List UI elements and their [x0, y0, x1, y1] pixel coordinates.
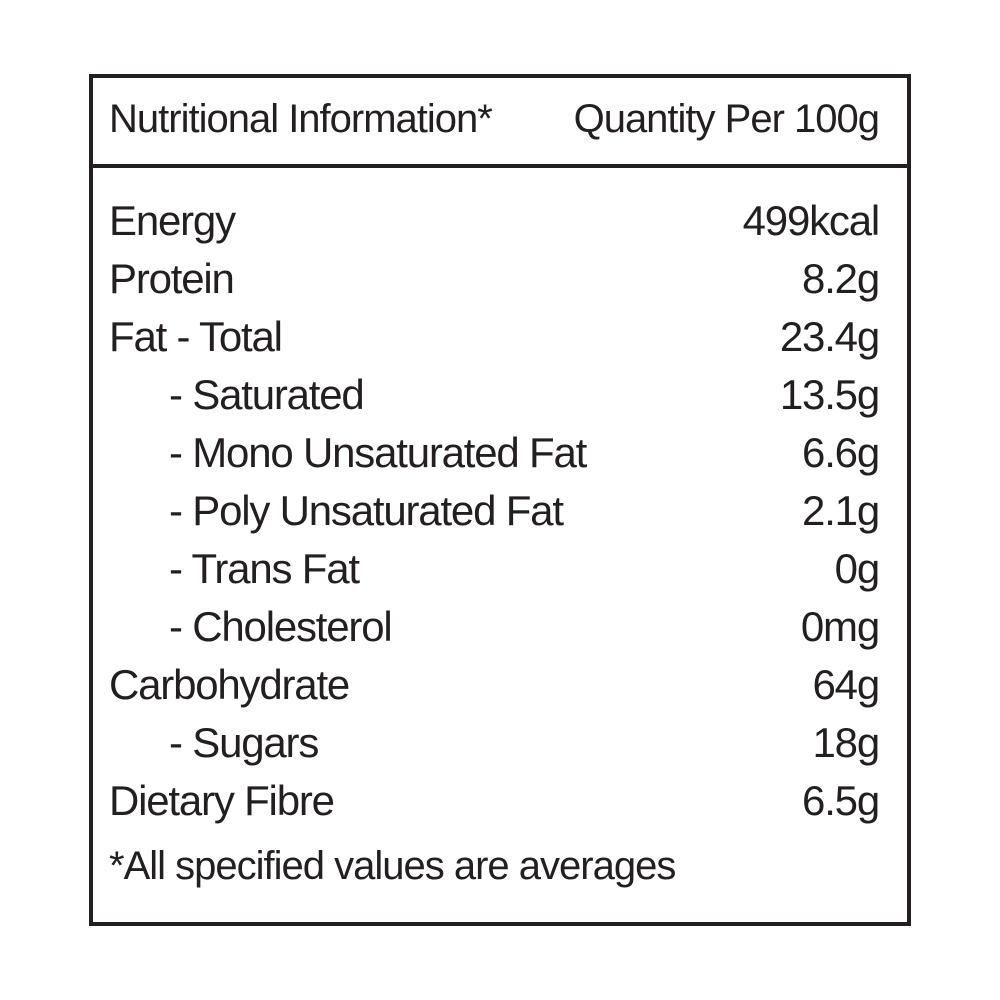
nutrient-row-cholesterol: - Cholesterol 0mg	[93, 600, 907, 658]
nutrient-value: 13.5g	[779, 371, 880, 418]
nutrient-value: 499kcal	[742, 197, 881, 244]
nutrition-panel: Nutritional Information* Quantity Per 10…	[89, 74, 911, 926]
nutrient-value: 6.6g	[802, 429, 880, 476]
nutrient-row-carbohydrate: Carbohydrate 64g	[93, 658, 907, 716]
nutrient-row-sugars: - Sugars 18g	[93, 716, 907, 774]
nutrient-value: 0g	[834, 545, 881, 592]
nutrient-rows: Energy 499kcal Protein 8.2g Fat - Total …	[93, 194, 907, 832]
nutrient-label: Carbohydrate	[109, 661, 350, 708]
nutrient-label: Dietary Fibre	[109, 777, 335, 824]
nutrient-row-saturated: - Saturated 13.5g	[93, 368, 907, 426]
nutrient-label: - Sugars	[169, 719, 319, 766]
nutrient-label: - Poly Unsaturated Fat	[169, 487, 564, 534]
nutrient-value: 2.1g	[802, 487, 880, 534]
nutrient-label: Fat - Total	[109, 313, 283, 360]
nutrient-value: 8.2g	[802, 255, 880, 302]
nutrient-row-dietary-fibre: Dietary Fibre 6.5g	[93, 774, 907, 832]
nutrient-label: - Saturated	[169, 371, 365, 418]
nutrient-value: 6.5g	[802, 777, 880, 824]
nutrient-row-mono-unsaturated: - Mono Unsaturated Fat 6.6g	[93, 426, 907, 484]
nutrient-value: 23.4g	[779, 313, 880, 360]
nutrient-row-trans-fat: - Trans Fat 0g	[93, 542, 907, 600]
nutrient-label: - Trans Fat	[169, 545, 360, 592]
nutrient-row-poly-unsaturated: - Poly Unsaturated Fat 2.1g	[93, 484, 907, 542]
nutrient-label: Energy	[109, 197, 236, 244]
nutrient-label: - Mono Unsaturated Fat	[169, 429, 587, 476]
nutrition-header: Nutritional Information* Quantity Per 10…	[93, 78, 907, 168]
nutrient-value: 64g	[812, 661, 881, 708]
nutrition-title: Nutritional Information*	[109, 97, 493, 141]
averages-footnote: *All specified values are averages	[109, 844, 676, 888]
nutrient-row-fat-total: Fat - Total 23.4g	[93, 310, 907, 368]
nutrient-label: - Cholesterol	[169, 603, 393, 650]
nutrient-label: Protein	[109, 255, 235, 302]
nutrient-row-energy: Energy 499kcal	[93, 194, 907, 252]
quantity-per-label: Quantity Per 100g	[573, 97, 880, 141]
nutrient-value: 0mg	[800, 603, 880, 650]
nutrient-row-protein: Protein 8.2g	[93, 252, 907, 310]
nutrient-value: 18g	[812, 719, 881, 766]
